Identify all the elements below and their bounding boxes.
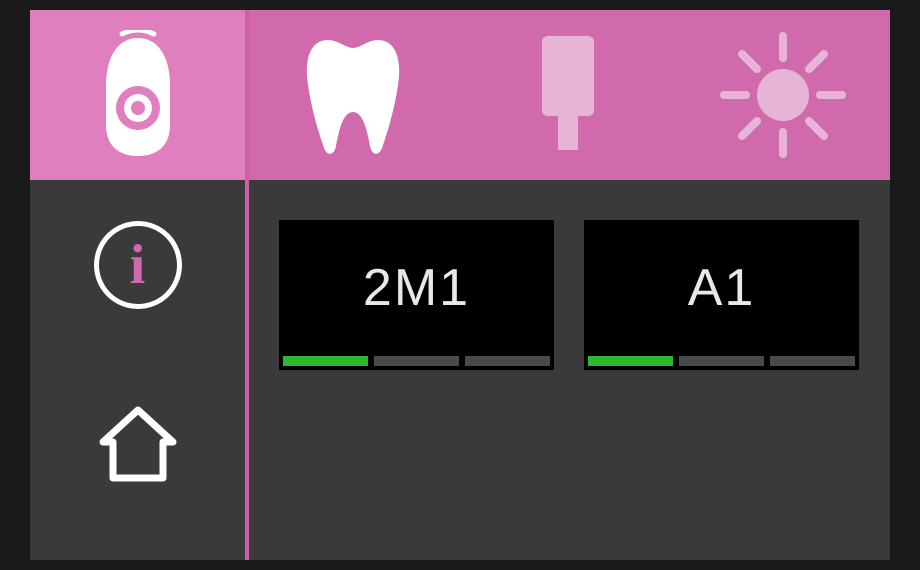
shade-code: A1 [584,220,859,356]
shade-card-0[interactable]: 2M1 [279,220,554,370]
top-toolbar [30,10,890,180]
results-area: 2M1 A1 [249,180,890,560]
camera-icon [88,30,188,160]
tab-connector[interactable] [460,10,675,180]
tab-tooth[interactable] [245,10,460,180]
sidebar: i [30,180,245,560]
bar-segment [283,356,368,366]
bar-segment [374,356,459,366]
info-button[interactable]: i [93,220,183,310]
bar-segment [679,356,764,366]
home-icon [95,402,181,488]
home-button[interactable] [93,400,183,490]
bar-segment [588,356,673,366]
tab-brightness[interactable] [675,10,890,180]
connector-icon [528,30,608,160]
bar-segment [770,356,855,366]
bar-segment [465,356,550,366]
tooth-icon [298,30,408,160]
vertical-divider-bottom [245,180,249,560]
shade-card-1[interactable]: A1 [584,220,859,370]
info-icon: i [94,221,182,309]
device-screen: i 2M1 A1 [30,10,890,560]
info-letter: i [130,237,146,293]
match-bars [279,356,554,370]
shade-code: 2M1 [279,220,554,356]
tab-camera[interactable] [30,10,245,180]
match-bars [584,356,859,370]
brightness-icon [718,30,848,160]
